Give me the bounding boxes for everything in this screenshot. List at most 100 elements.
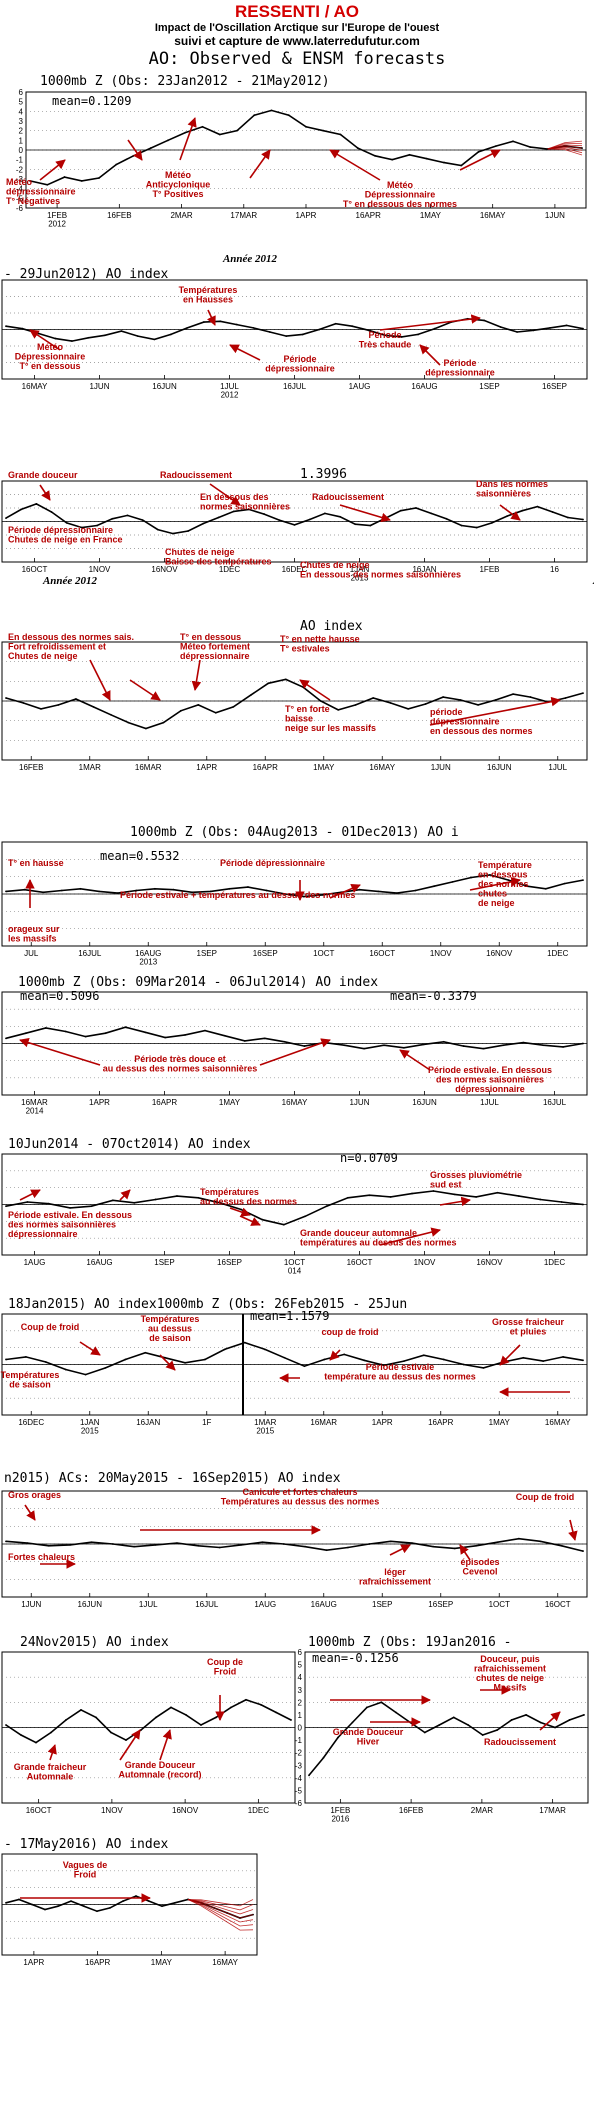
ao-data-point xyxy=(425,157,428,160)
year-label: Année 2012 xyxy=(222,253,278,265)
annotation-text-line: Température xyxy=(478,860,532,870)
annotation-text: Période dépressionnaire xyxy=(220,858,325,868)
x-tick-label: 17MAR xyxy=(539,1806,566,1815)
annotation-text-line: en dessous xyxy=(478,869,528,879)
ao-data-point xyxy=(510,1719,513,1721)
annotation-text-line: Période très douce et xyxy=(134,1054,226,1064)
y-tick-label-line: 2 xyxy=(298,1698,303,1707)
chart-panel-11: 1000mb Z (Obs: 19Jan2016 -mean=-0.1256 6 5… xyxy=(295,1635,589,1823)
ao-data-point xyxy=(325,1205,328,1208)
ao-data-point xyxy=(475,526,478,529)
ao-data-point xyxy=(154,887,156,890)
x-tick-label-line: 16JUN xyxy=(412,1098,437,1107)
ao-data-point xyxy=(90,1205,93,1208)
x-tick-label: 16FEB xyxy=(19,763,43,772)
x-tick-label-line: 1JUL xyxy=(548,763,567,772)
ao-data-point xyxy=(532,329,535,332)
x-tick-label-line: 16MAY xyxy=(545,1418,571,1427)
annotation-text-line: en Hausses xyxy=(183,294,233,304)
x-tick-label: 16JUL xyxy=(543,1098,567,1107)
annotation-text-line: Canicule et fortes chaleurs xyxy=(242,1487,357,1497)
ao-data-point xyxy=(104,1366,107,1369)
y-tick-label: -3 xyxy=(295,1761,303,1770)
ao-data-point xyxy=(512,693,514,696)
chart-panel-3: 1.3996 16OCT 1NOV 16NOV 1DEC 16DEC 1JAN 2013 16J… xyxy=(1,467,594,587)
panels: 1000mb Z (Obs: 23Jan2012 - 21May2012) mea… xyxy=(1,74,594,1967)
ao-data-point xyxy=(319,700,322,702)
panel-title-line: - 29Jun2012) AO index xyxy=(4,267,169,282)
annotation-text: Période estivale + températures au dessu… xyxy=(120,890,355,900)
ao-data-point xyxy=(383,1364,385,1367)
x-tick-label: 1MAY xyxy=(420,211,442,220)
ao-data-point xyxy=(422,1354,425,1357)
ao-data-point xyxy=(60,889,63,892)
x-tick-label: 1SEP xyxy=(479,382,499,391)
annotation-text-line: Radoucissement xyxy=(484,1737,556,1747)
x-tick-label: 1APR xyxy=(372,1418,393,1427)
x-tick-label-line: 1SEP xyxy=(479,382,499,391)
ao-data-point xyxy=(462,1363,465,1366)
x-tick-label: 1JAN 2015 xyxy=(80,1418,100,1435)
y-tick-label-line: 3 xyxy=(19,117,24,126)
ao-data-point xyxy=(218,133,221,136)
mean-label-line: mean=0.1209 xyxy=(52,94,131,108)
annotation-text-line: dépressionnaire xyxy=(8,1229,78,1239)
x-tick-label-line: 16MAY xyxy=(369,763,395,772)
x-tick-label: 16AUG 2013 xyxy=(135,949,161,966)
mean-label: mean=0.5532 xyxy=(100,849,179,863)
x-tick-label-line: 16OCT xyxy=(22,565,48,574)
ao-data-point xyxy=(260,1703,262,1706)
ao-data-point xyxy=(144,1031,147,1034)
x-tick-label: 16AUG xyxy=(86,1258,112,1267)
annotation-text-line: En dessous des normes saisonnières xyxy=(300,569,461,579)
ao-data-point xyxy=(84,1035,87,1038)
x-tick-label-line: 1JUN xyxy=(349,1098,369,1107)
annotation-text-line: des normes saisonnières xyxy=(436,1074,544,1084)
annotation-text: léger rafraichissement xyxy=(359,1567,431,1586)
ao-data-point xyxy=(494,699,497,701)
ensemble-forecast-line xyxy=(187,1899,254,1915)
x-tick-label: 16 xyxy=(550,565,559,574)
ao-data-point xyxy=(482,1047,485,1050)
annotation-text-line: Période xyxy=(368,330,401,340)
ao-data-point xyxy=(343,1353,346,1356)
x-tick-label-line: 16JUL xyxy=(283,382,307,391)
ao-data-point xyxy=(372,697,375,699)
ao-data-point xyxy=(582,1203,584,1206)
y-tick-label-line: -3 xyxy=(16,175,24,184)
annotation-text: épisodes Cevenol xyxy=(460,1557,499,1576)
mean-label-line: mean=-0.3379 xyxy=(390,989,477,1003)
ao-data-point xyxy=(407,707,410,710)
x-tick-label-line: 2015 xyxy=(256,1426,274,1435)
header-line-1: Impact de l'Oscillation Arctique sur l'E… xyxy=(155,22,440,34)
ensemble-forecast-line xyxy=(187,1899,254,1907)
ao-data-point xyxy=(347,1546,349,1549)
x-tick-label-line: 2012 xyxy=(48,219,66,228)
ao-data-point xyxy=(64,1368,67,1371)
ao-data-point xyxy=(5,1724,7,1726)
y-tick-label: 5 xyxy=(19,98,24,107)
ao-data-point xyxy=(141,519,144,522)
ao-data-point xyxy=(430,512,433,515)
x-tick-label: 1FEB xyxy=(479,565,499,574)
annotation-text-line: T° en nette hausse xyxy=(280,634,360,644)
annotation-text-line: Méteo fortement xyxy=(180,641,250,651)
ao-data-point xyxy=(110,713,112,716)
ao-data-point xyxy=(111,1199,114,1202)
x-tick-label: 1SEP xyxy=(154,1258,174,1267)
x-tick-label-line: 1MAY xyxy=(219,1098,241,1107)
ao-data-point xyxy=(135,1895,137,1897)
y-tick-label: 5 xyxy=(298,1661,303,1670)
year-label: Année 2013 xyxy=(592,575,594,587)
x-tick-label: 16MAY xyxy=(545,1418,571,1427)
ao-data-point xyxy=(325,1549,328,1552)
annotation-text-line: Vagues de xyxy=(63,1860,108,1870)
ao-data-point xyxy=(380,1701,383,1704)
ao-data-point xyxy=(69,1543,72,1546)
x-tick-label: 16JUL xyxy=(78,949,102,958)
x-tick-label-line: 16SEP xyxy=(542,382,567,391)
ao-data-point xyxy=(133,1545,136,1548)
ao-data-point xyxy=(432,1545,435,1548)
y-tick-label: 4 xyxy=(19,107,24,116)
y-tick-label-line: -5 xyxy=(295,1786,303,1795)
